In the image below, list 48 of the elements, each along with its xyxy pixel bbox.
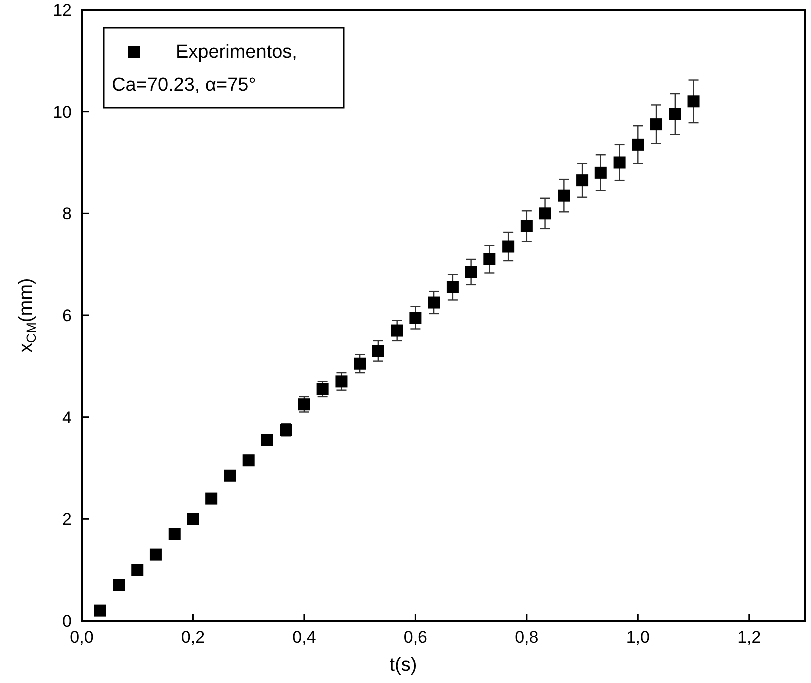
point [502,240,515,253]
point [94,604,106,617]
point [150,548,162,561]
point [391,324,404,337]
point [206,492,218,505]
point [650,118,663,131]
point [614,156,626,169]
point [298,398,310,411]
y-tick-label: 6 [62,306,72,326]
point [187,513,200,526]
x-tick-label: 0,8 [515,628,539,647]
point [113,579,126,592]
point [520,220,533,232]
point [428,296,440,309]
point [669,108,682,120]
point [594,166,607,179]
point [336,376,348,388]
point [484,253,496,266]
x-axis-title: t(s) [390,655,418,676]
point [465,266,478,278]
x-tick-label: 1,2 [738,628,762,647]
point [316,383,329,396]
point [539,208,552,220]
point [242,454,255,467]
legend-label: Experimentos, Ca=70.23, α=75° [112,42,298,96]
point [558,190,570,202]
point [261,434,274,446]
y-tick-label: 4 [62,408,72,428]
y-tick-label: 12 [53,1,72,20]
point [372,345,384,358]
point [354,358,366,370]
x-tick-label: 0,4 [292,628,316,647]
x-tick-label: 0,2 [181,628,206,647]
y-tick-label: 0 [62,612,72,631]
point [168,528,181,540]
point [132,564,144,576]
point [576,174,589,187]
x-tick-label: 0,0 [70,628,94,647]
y-tick-label: 8 [62,204,72,224]
x-tick-label: 1,0 [626,628,650,647]
point [410,312,422,324]
point [632,138,644,151]
point [224,470,236,482]
point [446,281,459,294]
y-tick-label: 10 [53,102,72,122]
point [688,96,700,108]
x-tick-label: 0,6 [404,628,428,647]
y-tick-label: 2 [62,510,72,530]
